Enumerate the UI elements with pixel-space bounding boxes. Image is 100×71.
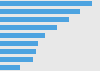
Bar	[0, 41, 38, 46]
Bar	[0, 1, 92, 6]
Bar	[0, 65, 20, 70]
Bar	[0, 49, 36, 54]
Bar	[0, 17, 69, 22]
Bar	[0, 57, 33, 62]
Bar	[0, 9, 80, 14]
Bar	[0, 25, 57, 30]
Bar	[0, 33, 45, 38]
